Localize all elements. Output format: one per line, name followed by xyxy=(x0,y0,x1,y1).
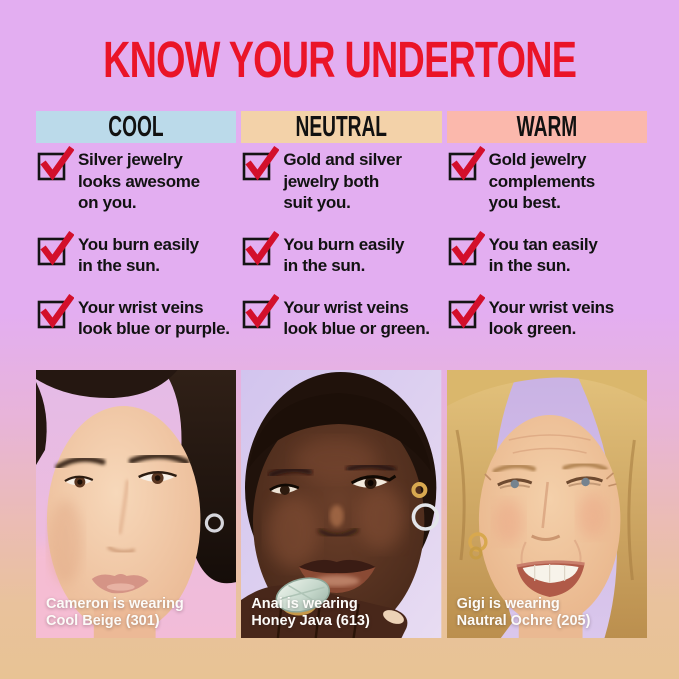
checklist-item-text: You tan easily in the sun. xyxy=(488,234,598,276)
page-title-text: KNOW YOUR UNDERTONE xyxy=(102,31,577,88)
checklist-item: You tan easily in the sun. xyxy=(447,230,647,277)
checkbox-checked-icon xyxy=(243,230,280,266)
photo-caption-gigi: Gigi is wearing Nautral Ochre (205) xyxy=(456,595,591,630)
checklist-item: Gold jewelry complements you best. xyxy=(447,146,647,214)
checklist-item-text: Gold jewelry complements you best. xyxy=(488,150,596,212)
cool-header-label: COOL xyxy=(108,110,164,143)
warm-header-bar: WARM xyxy=(446,110,647,143)
portrait-anai xyxy=(241,370,442,638)
checklist-item: You burn easily in the sun. xyxy=(241,230,441,277)
checkbox-checked-icon xyxy=(37,230,74,266)
checklist-item: Gold and silver jewelry both suit you. xyxy=(241,146,441,214)
undertone-header-bars: COOL NEUTRAL WARM xyxy=(36,111,647,143)
checklist-item-text: Your wrist veins look blue or purple. xyxy=(78,297,230,339)
page-title: KNOW YOUR UNDERTONE xyxy=(0,30,679,89)
checklist-grid: Silver jewelry looks awesome on you. You… xyxy=(36,146,647,360)
photo-caption-anai: Anai is wearing Honey Java (613) xyxy=(251,595,370,630)
neutral-header-bar: NEUTRAL xyxy=(241,110,442,143)
checkbox-checked-icon xyxy=(37,293,74,329)
checklist-item: Your wrist veins look blue or green. xyxy=(241,293,441,340)
neutral-checklist: Gold and silver jewelry both suit you. Y… xyxy=(241,146,441,360)
photo-warm-gigi: Gigi is wearing Nautral Ochre (205) xyxy=(446,370,647,638)
checklist-item-text: Your wrist veins look blue or green. xyxy=(283,297,430,339)
model-photos-row: Cameron is wearing Cool Beige (301) xyxy=(36,370,647,638)
checkbox-checked-icon xyxy=(243,146,280,181)
checkbox-checked-icon xyxy=(448,230,485,266)
photo-cool-cameron: Cameron is wearing Cool Beige (301) xyxy=(36,370,237,638)
checklist-item: Your wrist veins look green. xyxy=(447,293,647,340)
checkbox-checked-icon xyxy=(448,293,485,329)
checkbox-checked-icon xyxy=(243,293,280,329)
photo-neutral-anai: Anai is wearing Honey Java (613) xyxy=(241,370,442,638)
checklist-item-text: Silver jewelry looks awesome on you. xyxy=(78,150,200,212)
checklist-item: You burn easily in the sun. xyxy=(36,230,236,277)
warm-checklist: Gold jewelry complements you best. You t… xyxy=(447,146,647,360)
checklist-item-text: You burn easily in the sun. xyxy=(283,234,405,276)
cool-checklist: Silver jewelry looks awesome on you. You… xyxy=(36,146,236,360)
warm-header-label: WARM xyxy=(516,110,578,143)
checkbox-checked-icon xyxy=(37,146,74,181)
checklist-item-text: Gold and silver jewelry both suit you. xyxy=(283,150,402,212)
portrait-cameron xyxy=(36,370,237,638)
cool-header-bar: COOL xyxy=(36,110,237,143)
checklist-item: Your wrist veins look blue or purple. xyxy=(36,293,236,340)
photo-caption-cameron: Cameron is wearing Cool Beige (301) xyxy=(46,595,184,630)
neutral-header-label: NEUTRAL xyxy=(295,110,388,143)
checklist-item-text: Your wrist veins look green. xyxy=(488,297,615,339)
checklist-item-text: You burn easily in the sun. xyxy=(78,234,199,276)
checkbox-checked-icon xyxy=(448,146,485,181)
portrait-gigi xyxy=(446,370,647,638)
checklist-item: Silver jewelry looks awesome on you. xyxy=(36,146,236,214)
